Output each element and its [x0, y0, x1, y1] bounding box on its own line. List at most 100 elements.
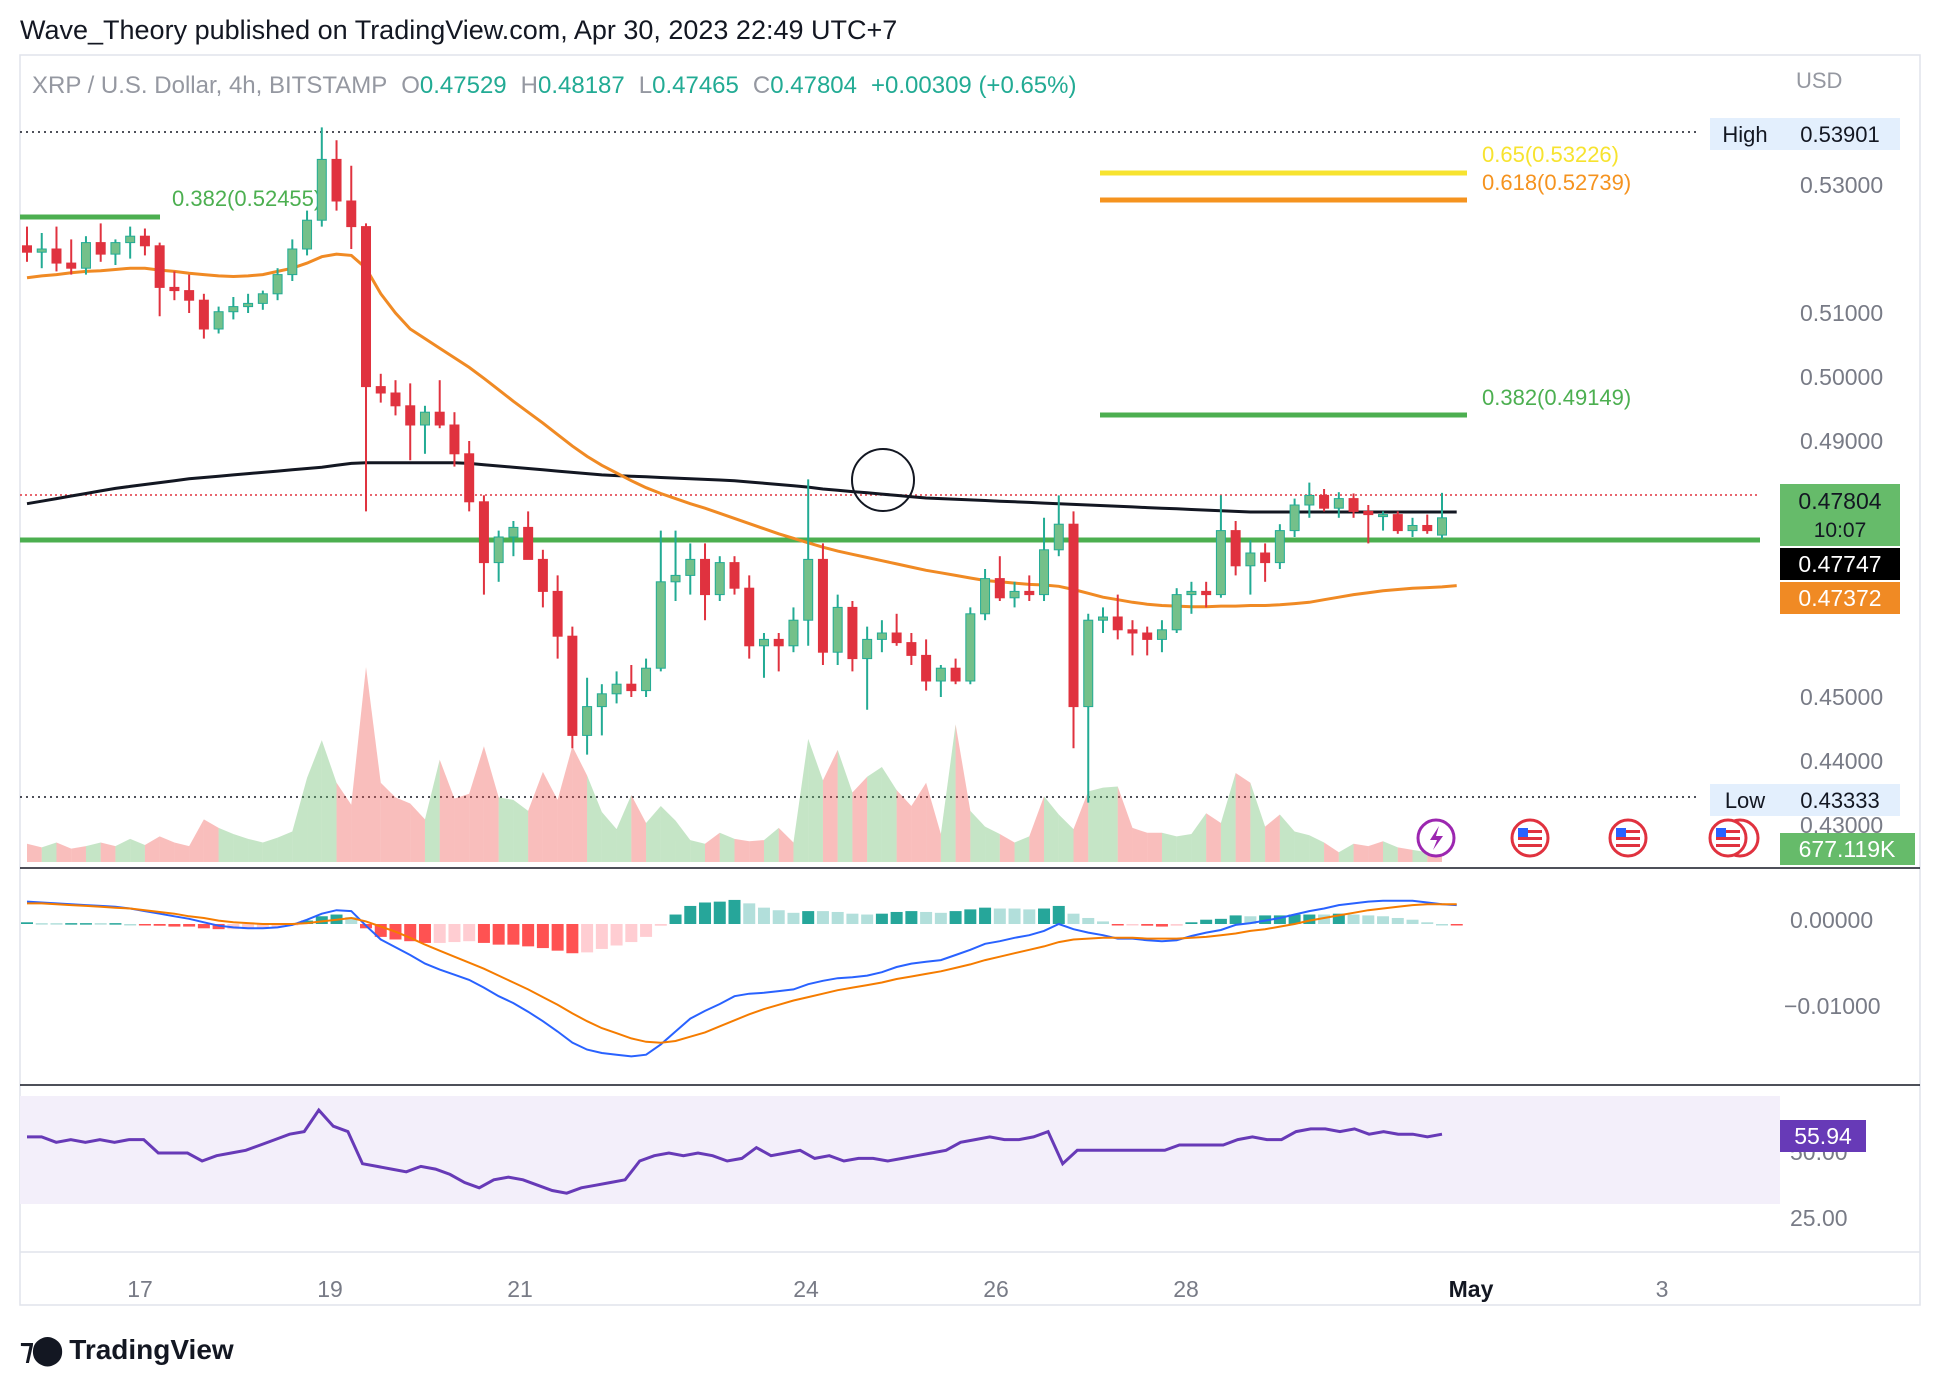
rsi-value-tag: 55.94	[1780, 1120, 1866, 1152]
fib-065-label: 0.65(0.53226)	[1482, 142, 1619, 167]
volume-area	[380, 782, 396, 862]
candle	[198, 293, 209, 339]
macd-tick-neg: −0.01000	[1784, 993, 1881, 1019]
macd-bar	[890, 911, 903, 924]
candle	[906, 633, 917, 665]
macd-bar	[65, 923, 78, 925]
volume-area	[100, 842, 116, 862]
volume-area	[955, 724, 971, 862]
price-tick: 0.51000	[1800, 300, 1883, 326]
macd-bar	[1082, 917, 1095, 924]
volume-area	[940, 724, 956, 862]
macd-bar	[905, 911, 918, 924]
volume-area	[469, 746, 484, 862]
macd-bar	[551, 924, 564, 951]
candle	[1319, 489, 1330, 512]
price-tick: 0.53000	[1800, 172, 1883, 198]
symbol-title[interactable]: XRP / U.S. Dollar, 4h, BITSTAMP	[32, 72, 388, 99]
candle	[980, 569, 991, 621]
volume-area	[1235, 773, 1251, 862]
candle	[1437, 492, 1447, 539]
macd-bar	[875, 913, 888, 924]
volume-area	[115, 838, 131, 862]
us-flag-icon[interactable]	[1510, 818, 1550, 858]
candle	[1009, 581, 1020, 608]
macd-bar	[1155, 924, 1168, 927]
us-flag-icon[interactable]	[1608, 818, 1648, 858]
macd-bar	[1096, 921, 1109, 924]
candle	[1156, 620, 1167, 653]
macd-bar	[1288, 914, 1301, 924]
candle	[22, 226, 32, 262]
macd-bar	[477, 924, 490, 943]
candle	[257, 290, 268, 310]
candle	[1363, 505, 1374, 544]
candle	[788, 607, 799, 653]
macd-bar	[772, 910, 785, 924]
volume-area	[1279, 814, 1295, 862]
volume-area	[1161, 832, 1177, 862]
macd-bar	[595, 924, 608, 949]
volume-area	[41, 842, 57, 862]
volume-area	[130, 838, 145, 862]
candle	[1245, 540, 1256, 595]
volume-area	[1029, 796, 1045, 862]
high-tag-value: 0.53901	[1800, 122, 1880, 147]
candle	[685, 543, 696, 595]
price-axis[interactable]: 0.53000 0.51000 0.50000 0.49000 0.45000 0.440…	[1800, 172, 1883, 838]
volume-area	[1147, 832, 1162, 862]
volume-area	[808, 738, 823, 862]
candle	[243, 293, 254, 313]
volume-area	[896, 790, 912, 862]
candle	[1068, 511, 1079, 749]
candle	[464, 441, 475, 512]
volume-area	[1338, 843, 1354, 862]
volume-area	[690, 840, 706, 862]
macd-bar	[934, 912, 947, 924]
macd-bar	[846, 913, 859, 924]
macd-bar	[949, 911, 962, 924]
volume-area	[248, 838, 263, 862]
candle	[125, 226, 136, 259]
candle	[419, 405, 430, 454]
macd-bar	[50, 923, 63, 925]
candle	[1378, 511, 1389, 531]
tradingview-logo[interactable]: ⁊⬤ TradingView	[20, 1333, 234, 1366]
volume-area	[822, 749, 838, 862]
candle	[994, 556, 1005, 601]
macd-bar	[728, 899, 741, 924]
lightning-icon[interactable]	[1416, 818, 1456, 858]
macd-bar	[418, 924, 431, 943]
volume-area	[1383, 841, 1398, 862]
time-axis[interactable]: 17 19 21 24 26 28 May 3	[127, 1276, 1668, 1302]
volume-area	[483, 746, 499, 862]
macd-bar	[242, 924, 255, 930]
volume-area	[1014, 836, 1030, 862]
candle	[449, 412, 460, 467]
candle	[434, 380, 445, 429]
low-value: 0.47465	[652, 72, 739, 99]
currency-label[interactable]: USD	[1796, 68, 1843, 93]
volume-area	[660, 805, 676, 862]
volume-area	[587, 775, 602, 862]
time-tick: 24	[793, 1276, 819, 1302]
volume-area	[646, 805, 661, 862]
volume-area	[763, 827, 779, 862]
volume-area	[321, 740, 337, 862]
volume-area	[203, 819, 219, 862]
candle	[331, 140, 342, 211]
macd-bar	[21, 922, 33, 924]
candle	[1171, 588, 1182, 633]
time-tick: 26	[983, 1276, 1009, 1302]
macd-bar	[1318, 914, 1331, 924]
volume-area	[911, 782, 927, 862]
macd-bar	[1406, 919, 1419, 924]
time-tick: May	[1449, 1276, 1494, 1302]
volume-area	[144, 836, 160, 862]
us-flag-icon-stack[interactable]	[1708, 818, 1760, 858]
macd-bar	[197, 924, 210, 929]
macd-bar	[1126, 924, 1139, 926]
macd-bar	[138, 924, 151, 926]
macd-bar	[757, 907, 770, 924]
